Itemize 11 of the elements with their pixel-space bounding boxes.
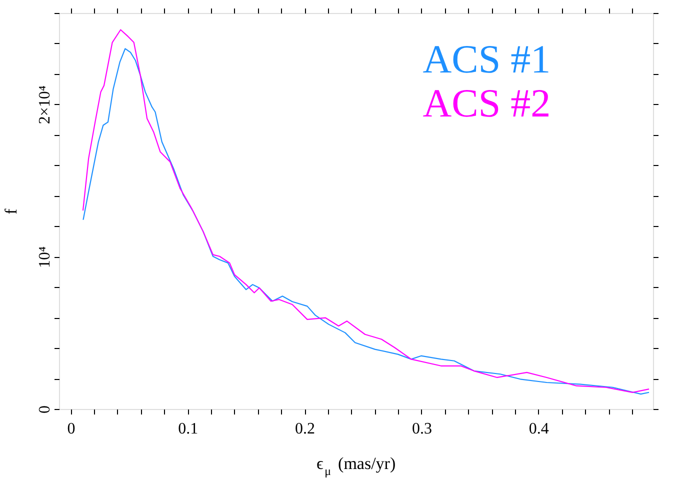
- y-tick-label: 2×10⁴: [36, 85, 54, 124]
- y-axis-title: f: [2, 208, 20, 214]
- x-tick-label: 0.2: [295, 420, 316, 438]
- x-tick-label: 0.3: [412, 420, 432, 438]
- x-tick-label: 0.4: [528, 420, 549, 438]
- y-tick-label: 0: [36, 406, 54, 414]
- text: ACS #1: [422, 36, 551, 82]
- y-tick-label: 10⁴: [36, 246, 54, 268]
- x-tick-label: 0: [67, 420, 76, 438]
- x-tick-label: 0.1: [178, 420, 198, 438]
- text: ACS #2: [422, 80, 551, 126]
